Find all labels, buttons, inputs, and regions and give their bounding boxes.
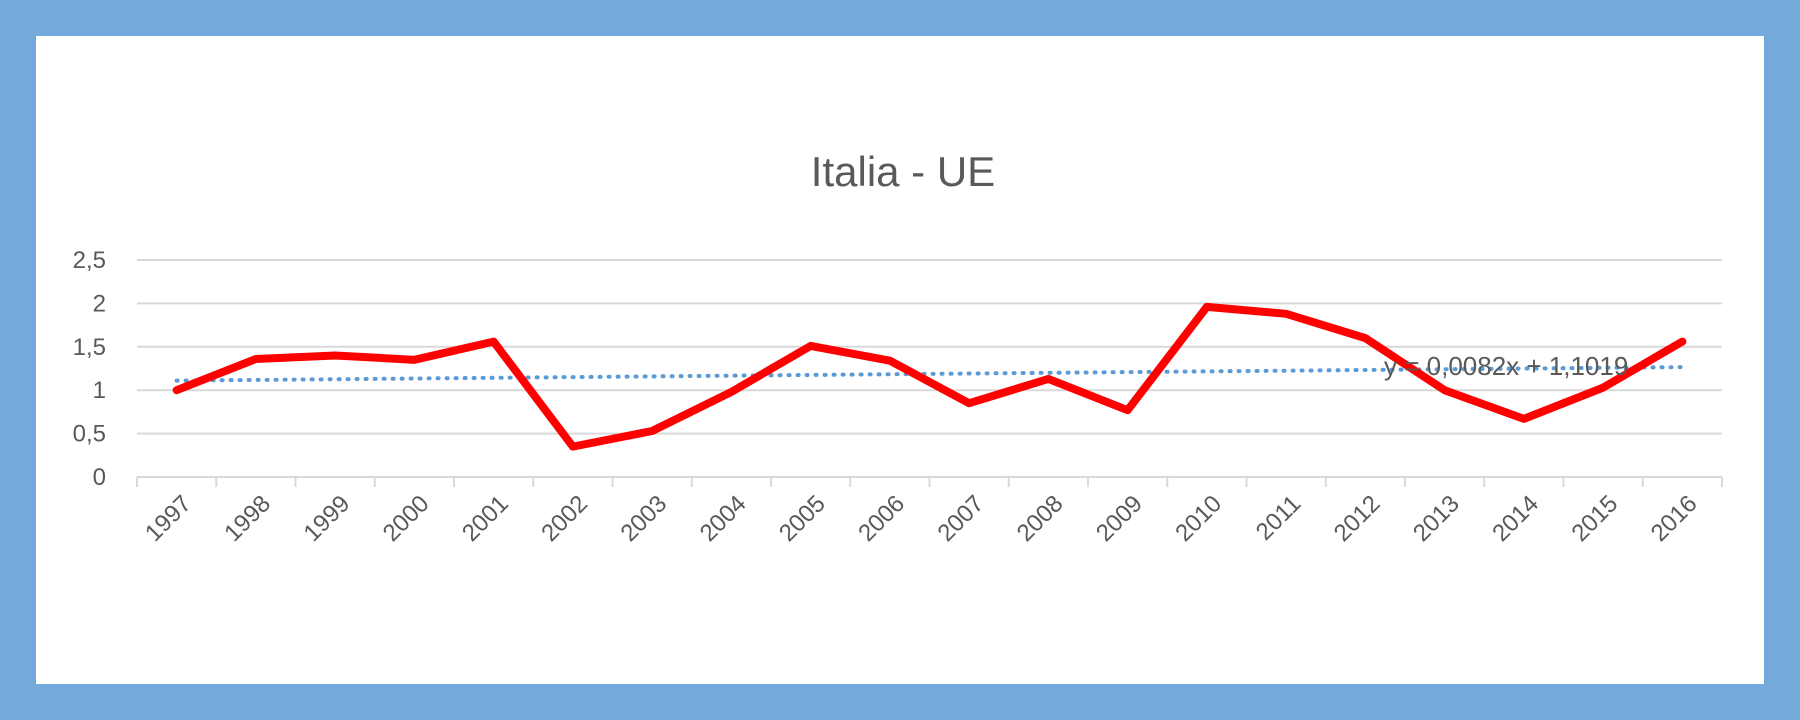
x-tick-label: 2012 xyxy=(1329,490,1386,547)
x-tick-label: 2014 xyxy=(1487,490,1544,547)
data-series xyxy=(172,302,1687,451)
x-tick-label: 2005 xyxy=(774,490,831,547)
y-tick-label: 1,5 xyxy=(73,334,106,361)
data-point xyxy=(1205,305,1208,308)
trendline xyxy=(174,365,1685,383)
data-point xyxy=(1681,340,1684,343)
data-point xyxy=(730,390,733,393)
data-point xyxy=(809,344,812,347)
series-line xyxy=(172,302,1687,451)
y-axis: 0 0,5 1 1,5 2 2,5 xyxy=(73,247,106,491)
x-tick-label: 2004 xyxy=(695,490,752,547)
data-point xyxy=(1047,377,1050,380)
line-chart: Italia - UE 0 0,5 1 1,5 2 2,5 1997 1998 1999 200… xyxy=(73,148,1723,547)
chart-title: Italia - UE xyxy=(811,148,995,195)
data-point xyxy=(1522,417,1525,420)
x-tick-label: 2016 xyxy=(1646,490,1703,547)
x-tick-label: 2013 xyxy=(1408,490,1465,547)
data-point xyxy=(1443,389,1446,392)
y-tick-label: 2 xyxy=(93,290,106,317)
trendline-equation: y = 0,0082x + 1,1019 xyxy=(1384,351,1628,381)
data-point xyxy=(413,358,416,361)
x-tick-label: 2006 xyxy=(853,490,910,547)
data-point xyxy=(254,357,257,360)
y-tick-label: 1 xyxy=(93,377,106,404)
data-point xyxy=(651,429,654,432)
x-tick-label: 2011 xyxy=(1251,490,1307,546)
data-point xyxy=(1285,312,1288,315)
x-tick-label: 1999 xyxy=(299,490,356,547)
x-tick-label: 1998 xyxy=(219,490,276,547)
x-tick-label: 2015 xyxy=(1567,490,1624,547)
y-tick-label: 2,5 xyxy=(73,247,106,274)
x-tick-label: 2001 xyxy=(457,490,514,547)
chart-panel: Italia - UE 0 0,5 1 1,5 2 2,5 1997 1998 1999 200… xyxy=(36,36,1764,684)
x-axis xyxy=(136,476,1723,487)
data-point xyxy=(175,389,178,392)
gridlines xyxy=(137,259,1722,435)
data-point xyxy=(571,445,574,448)
data-point xyxy=(492,340,495,343)
x-tick-label: 2007 xyxy=(933,490,990,547)
x-tick-label: 2010 xyxy=(1170,490,1227,547)
data-point xyxy=(1602,386,1605,389)
data-point xyxy=(334,354,337,357)
x-tick-label: 2009 xyxy=(1091,490,1148,547)
x-tick-label: 1997 xyxy=(140,490,197,547)
x-tick-label: 2000 xyxy=(378,490,435,547)
y-tick-label: 0 xyxy=(93,464,106,491)
x-tick-label: 2002 xyxy=(536,490,593,547)
y-tick-label: 0,5 xyxy=(73,421,106,448)
data-point xyxy=(888,359,891,362)
x-tick-label: 2003 xyxy=(616,490,673,547)
trendline-path xyxy=(174,365,1685,383)
x-tick-labels: 1997 1998 1999 2000 2001 2002 2003 2004 2005 2006… xyxy=(140,490,1703,547)
x-tick-label: 2008 xyxy=(1012,490,1069,547)
data-point xyxy=(968,402,971,405)
data-point xyxy=(1364,337,1367,340)
data-point xyxy=(1126,409,1129,412)
